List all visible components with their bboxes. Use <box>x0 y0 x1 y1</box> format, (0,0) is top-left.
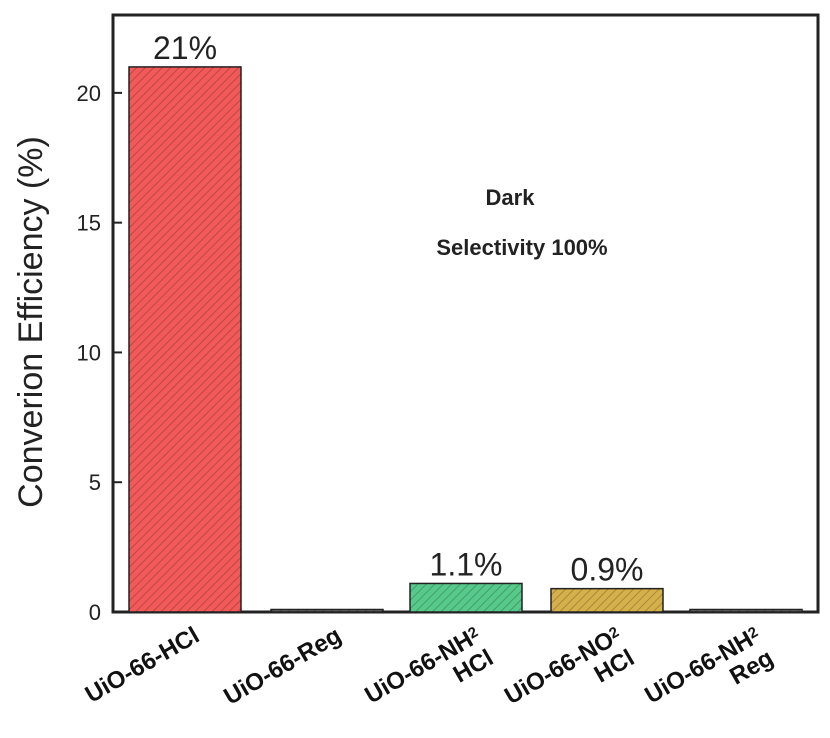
y-axis-label: Converion Efficiency (%) <box>12 136 50 508</box>
y-tick-label: 10 <box>77 340 101 365</box>
bar-hatch <box>551 588 663 612</box>
y-tick-label: 0 <box>89 600 101 625</box>
annotation-selectivity: Selectivity 100% <box>436 235 607 260</box>
x-tick-label-main: UiO-66-Reg <box>219 622 346 711</box>
bar-hatch <box>271 609 383 612</box>
x-tick-label: UiO-66-Reg <box>219 622 346 711</box>
bar-hatch <box>690 609 802 612</box>
bars: 21% 1.1% 0.9% <box>128 30 803 613</box>
x-tick-label-line1: UiO-66-HCl <box>81 622 204 709</box>
x-tick-label-line1: UiO-66-Reg <box>219 622 346 711</box>
x-tick-label: UiO-66-HCl <box>81 622 204 709</box>
y-tick-label: 20 <box>77 81 101 106</box>
y-tick-label: 15 <box>77 211 101 236</box>
bar-hatch <box>129 66 241 613</box>
bar-hatch <box>410 583 522 612</box>
annotation-dark: Dark <box>486 185 536 210</box>
data-label: 21% <box>153 30 217 66</box>
data-label: 1.1% <box>430 546 503 582</box>
x-tick-label-main: UiO-66-HCl <box>81 622 204 709</box>
y-axis: 0 5 10 15 20 <box>77 81 122 625</box>
y-tick-label: 5 <box>89 470 101 495</box>
data-label: 0.9% <box>571 552 644 588</box>
